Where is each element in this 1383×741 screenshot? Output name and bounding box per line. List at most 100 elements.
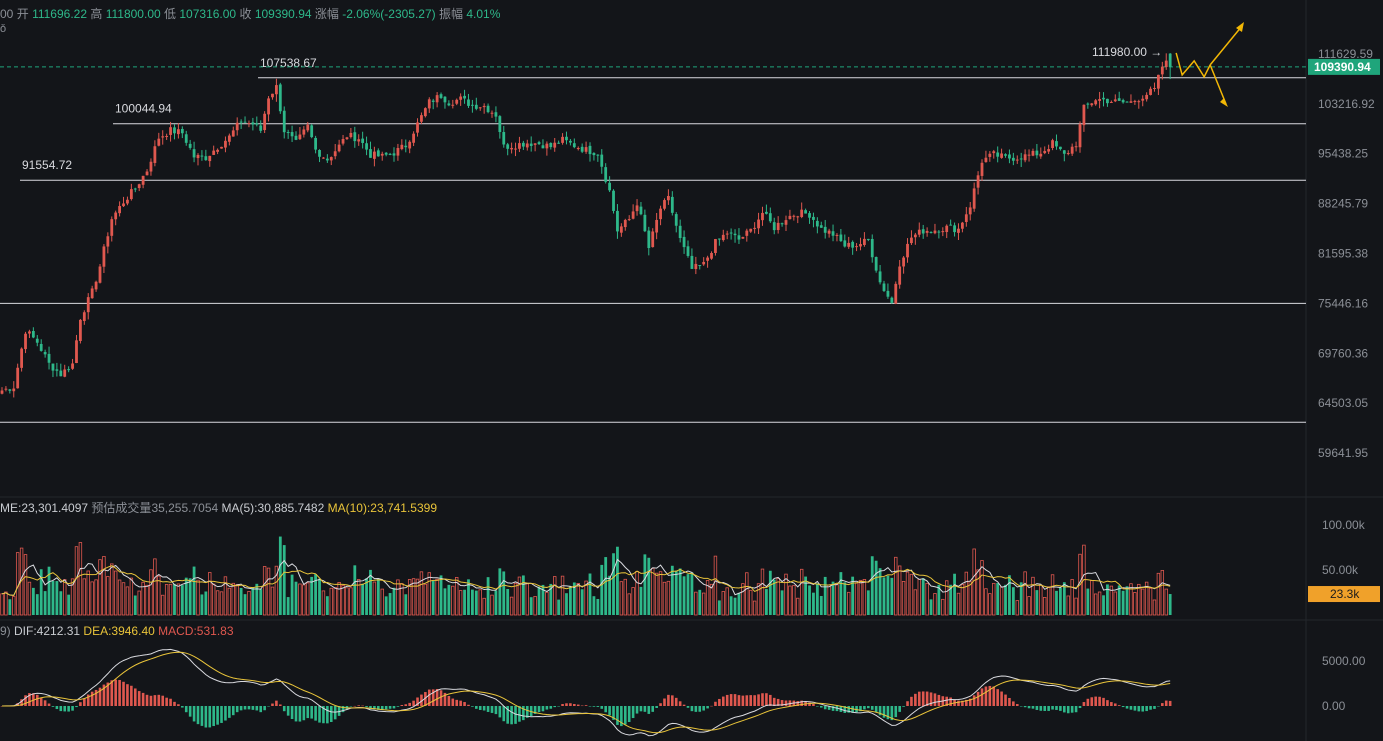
- candle-body: [549, 142, 553, 148]
- level-label: 100044.94: [115, 102, 172, 116]
- volume-bar: [1011, 587, 1015, 615]
- candle-body: [839, 234, 843, 242]
- volume-bar: [705, 580, 710, 616]
- candle-body: [768, 213, 772, 222]
- macd-histogram-bar: [1063, 706, 1066, 713]
- candle-body: [525, 143, 529, 148]
- macd-histogram-bar: [322, 706, 325, 724]
- volume-bar: [921, 578, 925, 615]
- volume-bar: [471, 589, 474, 615]
- macd-histogram-bar: [690, 706, 694, 712]
- macd-histogram-bar: [427, 689, 431, 706]
- macd-histogram-bar: [1157, 706, 1160, 707]
- volume-bar: [1046, 586, 1051, 616]
- candle-body: [1129, 101, 1133, 103]
- macd-histogram-bar: [83, 698, 86, 706]
- volume-bar: [862, 579, 867, 616]
- volume-bar: [392, 587, 396, 615]
- volume-bar: [39, 569, 43, 615]
- volume-bar: [917, 578, 921, 616]
- candle-body: [882, 283, 886, 291]
- macd-histogram-bar: [267, 706, 270, 707]
- candle-body: [286, 132, 290, 134]
- macd-histogram-bar: [106, 682, 110, 706]
- macd-histogram-bar: [318, 706, 321, 723]
- candle-body: [28, 331, 31, 334]
- volume-bar: [960, 583, 965, 616]
- candle-body: [968, 207, 972, 215]
- volume-bar: [192, 566, 196, 615]
- volume-bar: [1137, 583, 1141, 616]
- macd-histogram-bar: [35, 694, 39, 706]
- candle-body: [102, 246, 106, 267]
- candle-body: [706, 257, 709, 261]
- macd-histogram-bar: [173, 701, 176, 706]
- macd-histogram-bar: [153, 695, 157, 706]
- volume-bar: [110, 563, 114, 616]
- macd-histogram-bar: [776, 698, 780, 706]
- macd-histogram-bar: [996, 689, 999, 706]
- volume-bar: [694, 591, 698, 616]
- amplitude-label: 振幅: [438, 7, 463, 21]
- volume-bar: [765, 589, 768, 615]
- macd-histogram-bar: [1168, 700, 1172, 706]
- volume-bar: [223, 576, 228, 616]
- macd-histogram-bar: [102, 684, 106, 706]
- macd-histogram-bar: [181, 706, 184, 708]
- macd-histogram-bar: [361, 705, 364, 707]
- macd-histogram-bar: [1008, 697, 1011, 706]
- macd-histogram-bar: [1137, 706, 1141, 712]
- candle-body: [1043, 150, 1047, 154]
- candle-body: [1051, 140, 1054, 149]
- candle-body: [682, 236, 686, 248]
- macd-histogram-bar: [279, 704, 282, 706]
- macd-histogram-bar: [576, 704, 580, 706]
- candle-body: [894, 283, 898, 304]
- candle-body: [349, 132, 353, 138]
- volume-bar: [549, 583, 553, 615]
- volume-bar: [639, 586, 643, 615]
- macd-histogram-bar: [494, 706, 498, 715]
- volume-bar: [94, 579, 98, 616]
- candle-body: [149, 161, 153, 172]
- candle-body: [643, 214, 647, 232]
- volume-bar: [168, 583, 173, 616]
- macd-histogram-bar: [678, 701, 682, 706]
- candle-body: [259, 125, 263, 131]
- candle-body: [39, 343, 43, 351]
- volume-bar: [1129, 583, 1133, 616]
- candle-body: [808, 213, 811, 218]
- volume-bar: [247, 591, 251, 616]
- candle-body: [1141, 98, 1145, 101]
- volume-bar: [827, 584, 831, 616]
- volume-bar: [949, 584, 953, 615]
- candle-body: [1000, 153, 1003, 158]
- volume-bar: [647, 557, 651, 615]
- macd-histogram-bar: [43, 700, 47, 706]
- macd-histogram-bar: [1059, 706, 1062, 711]
- candle-body: [75, 340, 78, 364]
- candle-body: [1027, 154, 1031, 156]
- projection-down-arrow: [1209, 64, 1227, 105]
- volume-bar: [125, 586, 130, 616]
- candle-body: [521, 142, 525, 147]
- candle-body: [972, 188, 976, 209]
- macd-histogram-bar: [212, 706, 215, 727]
- macd-histogram-bar: [968, 698, 972, 706]
- candle-body: [12, 388, 16, 392]
- volume-bar: [1019, 582, 1023, 615]
- candle-body: [392, 153, 396, 156]
- candle-body: [992, 151, 996, 154]
- macd-histogram-bar: [541, 706, 545, 712]
- macd-histogram-bar: [228, 706, 231, 718]
- macd-histogram-bar: [573, 704, 576, 706]
- candle-body: [177, 129, 180, 135]
- volume-bar: [1070, 579, 1074, 616]
- macd-histogram-bar: [255, 706, 259, 711]
- macd-histogram-bar: [635, 706, 639, 714]
- macd-histogram-bar: [1082, 702, 1086, 706]
- volume-bar: [992, 582, 996, 616]
- candle-body: [224, 140, 227, 148]
- volume-bar: [815, 583, 819, 615]
- macd-histogram-bar: [757, 694, 760, 706]
